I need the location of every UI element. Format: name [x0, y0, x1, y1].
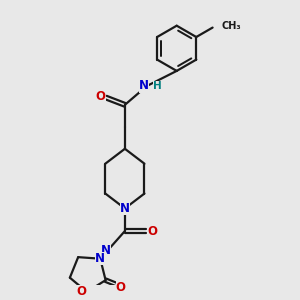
Text: CH₃: CH₃: [221, 21, 241, 31]
Text: N: N: [101, 244, 111, 257]
Text: H: H: [154, 81, 162, 91]
Text: O: O: [95, 89, 105, 103]
Text: N: N: [139, 80, 149, 92]
Text: O: O: [116, 281, 126, 294]
Text: O: O: [76, 285, 86, 298]
Text: N: N: [120, 202, 130, 215]
Text: N: N: [95, 252, 105, 265]
Text: O: O: [148, 224, 158, 238]
